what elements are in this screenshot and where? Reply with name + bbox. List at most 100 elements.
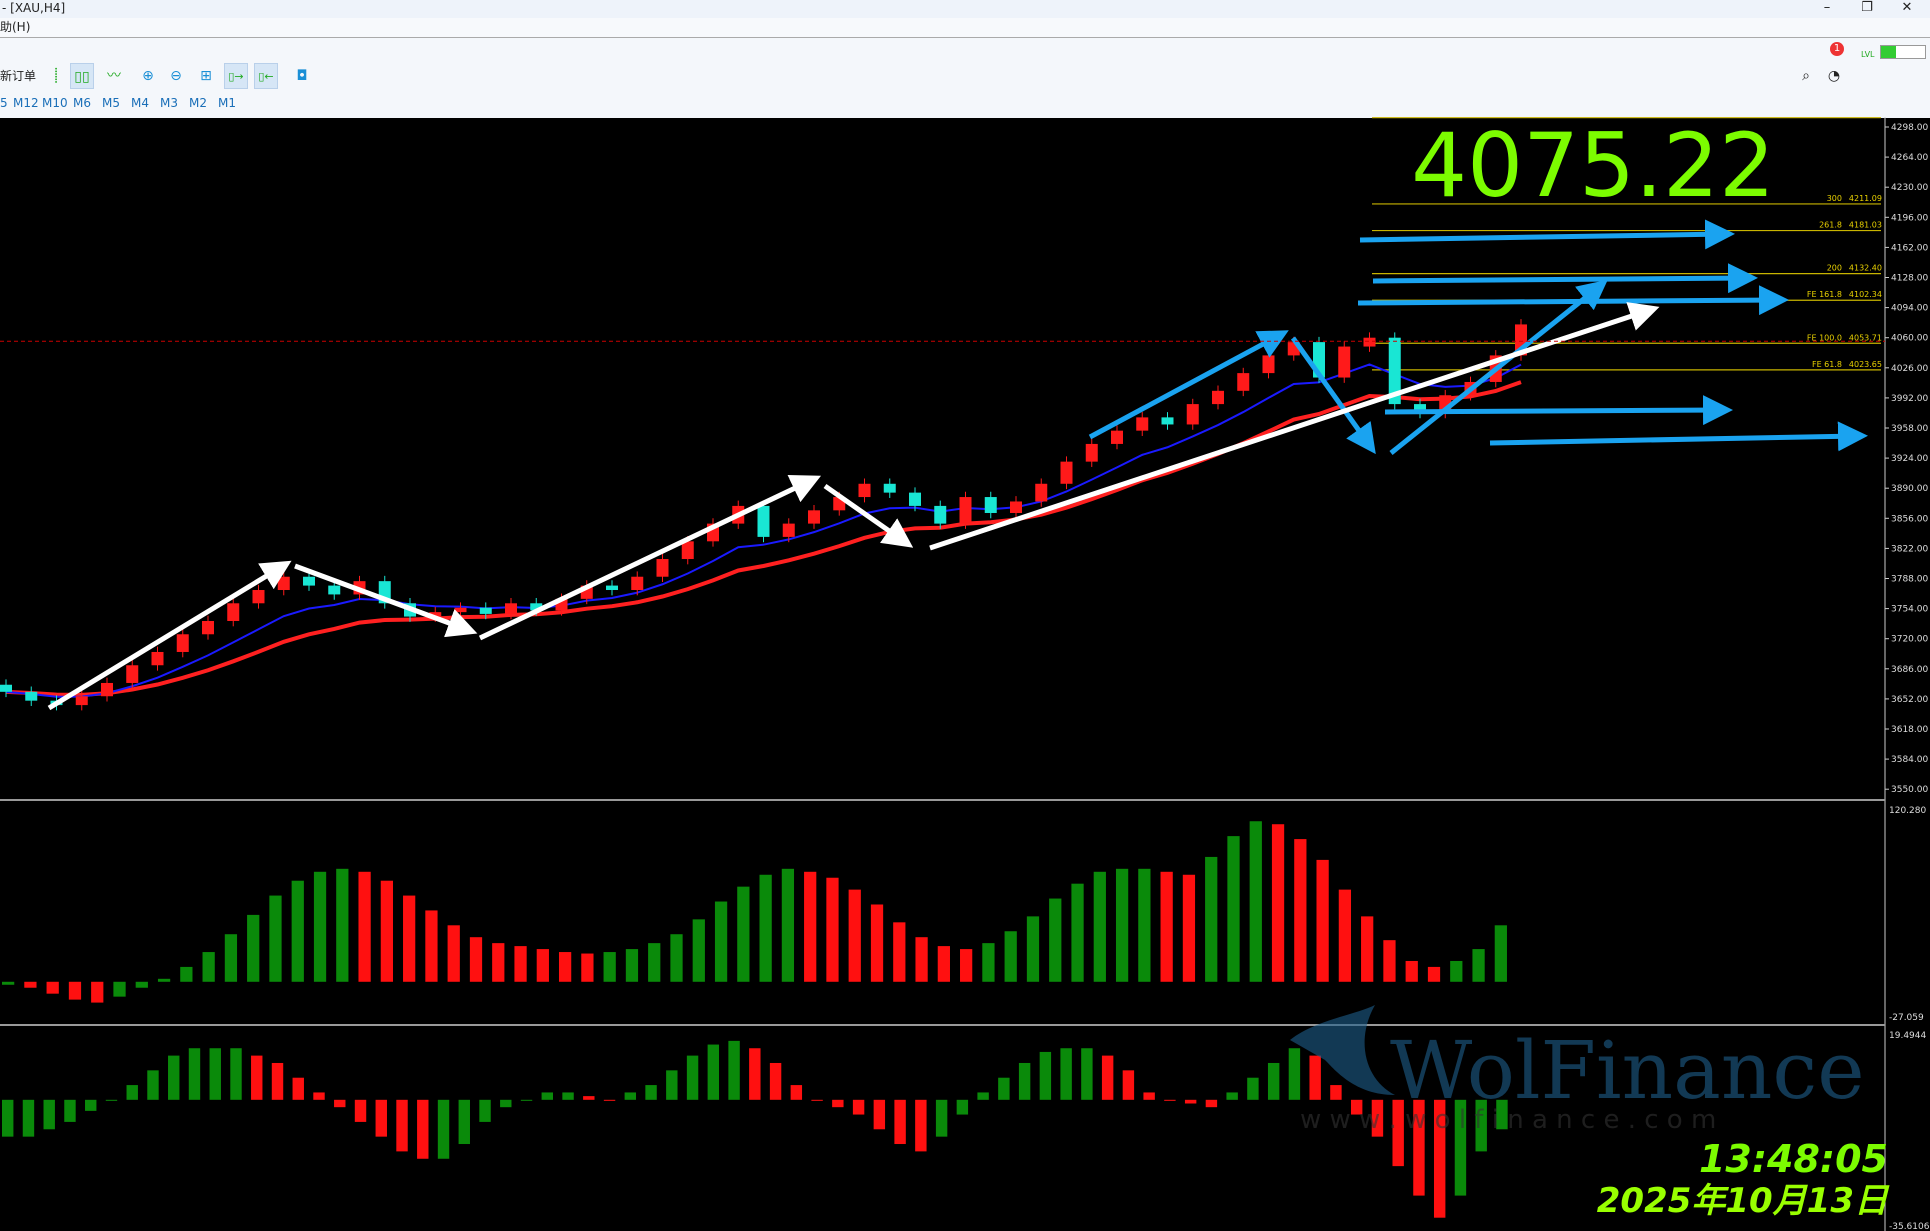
indicator2-bar — [1205, 1099, 1218, 1108]
timeframe-m1[interactable]: M1 — [218, 96, 236, 110]
indicator2-bar — [354, 1099, 367, 1122]
watermark-url: w w w . w o l f i n a n c e . c o m — [1300, 1105, 1716, 1135]
indicator1-bar — [113, 981, 126, 997]
candle — [505, 603, 517, 614]
indicator1-bar — [982, 943, 995, 982]
indicator1-bar — [1427, 966, 1441, 982]
menu-help[interactable]: 助(H) — [0, 20, 31, 34]
indicator1-bar — [1004, 931, 1017, 982]
clock-date: 2025年10月13日 — [1597, 1181, 1890, 1221]
candle — [1237, 373, 1250, 391]
price-axis-label: 3958.00 — [1891, 424, 1928, 434]
indicator2-bar — [396, 1099, 408, 1152]
fib-level-value: 4102.34 — [1849, 290, 1882, 299]
indicator2-bar — [1164, 1099, 1176, 1101]
indicator1-bar — [1026, 916, 1040, 982]
chart-shift-icon[interactable]: ▯← — [254, 63, 278, 89]
indicator1-bar — [202, 952, 215, 982]
indicator1-bar — [2, 981, 15, 985]
price-axis-label: 4298.00 — [1891, 123, 1928, 133]
indicator1-bar — [514, 946, 527, 982]
indicator2-bar — [790, 1085, 803, 1100]
chart-area[interactable]: 423.84308.513004211.09261.84181.03200413… — [0, 117, 1930, 1231]
indicator1-bar — [1093, 871, 1106, 982]
indicator2-bar — [126, 1085, 138, 1100]
price-axis-label: 4264.00 — [1891, 153, 1928, 163]
indicator2-bar — [1309, 1055, 1321, 1100]
indicator2-bar — [271, 1062, 284, 1100]
timeframe-m5[interactable]: M5 — [102, 96, 120, 110]
candlestick-icon[interactable]: ▯▯ — [70, 63, 94, 89]
indicator2-bar — [769, 1062, 782, 1100]
new-order-button[interactable]: 新订单 — [0, 69, 37, 83]
indicator1-bar — [1182, 874, 1196, 982]
blue-arrows — [1088, 219, 1868, 455]
indicator2-bar — [188, 1048, 201, 1100]
screenshot-icon[interactable]: ◘ — [296, 68, 308, 84]
indicator1-bar — [469, 937, 483, 982]
indicator-axis-min: -27.059 — [1889, 1013, 1924, 1023]
indicator1-bar — [603, 952, 616, 982]
indicator1-bar — [68, 981, 82, 1000]
line-chart-icon[interactable]: 〰 — [107, 68, 121, 84]
indicator2-bar — [1267, 1062, 1280, 1100]
price-axis-label: 3924.00 — [1891, 454, 1928, 464]
minimize-button[interactable]: – — [1823, 0, 1831, 15]
indicator1-bar — [1049, 898, 1062, 982]
indicator1-bar — [46, 981, 59, 994]
indicator1-bar — [915, 937, 928, 982]
zoom-in-icon[interactable]: ⊕ — [142, 68, 154, 84]
indicator1-bar — [692, 919, 705, 982]
indicator1-bar — [157, 978, 171, 982]
indicator1-bar — [826, 877, 839, 982]
indicator1-bar — [870, 904, 884, 982]
timeframe-m6[interactable]: M6 — [73, 96, 91, 110]
timeframe-m10[interactable]: M10 — [42, 96, 68, 110]
white-arrows — [47, 302, 1660, 711]
indicator1-bar — [91, 981, 104, 1003]
indicator2-bar — [2, 1099, 14, 1137]
indicator1-bar — [247, 914, 260, 982]
account-icon[interactable]: ◔ — [1827, 68, 1841, 84]
indicator2-bar — [686, 1055, 699, 1100]
candle — [202, 620, 214, 635]
candle — [1010, 501, 1022, 513]
candle — [656, 559, 669, 577]
close-button[interactable]: ✕ — [1901, 0, 1913, 15]
search-icon[interactable]: ⌕ — [1802, 68, 1810, 84]
price-axis-label: 3992.00 — [1891, 394, 1928, 404]
indicator1-bar — [403, 895, 416, 982]
grid-icon[interactable]: ⊞ — [200, 68, 212, 84]
indicator1-bar — [447, 925, 460, 982]
indicator2-bar — [1350, 1099, 1363, 1115]
candle — [1085, 443, 1098, 462]
indicator2-bar — [1454, 1099, 1467, 1196]
indicator2-bar — [749, 1048, 761, 1100]
indicator1-bar — [180, 966, 193, 982]
indicator2-bar — [168, 1055, 180, 1100]
timeframe-m3[interactable]: M3 — [160, 96, 178, 110]
indicator2-bar — [1101, 1055, 1114, 1100]
timeframe-5[interactable]: 5 — [0, 96, 8, 110]
indicator2-bar — [1247, 1077, 1259, 1100]
auto-scroll-icon[interactable]: ▯→ — [224, 63, 248, 89]
indicator1-bar — [358, 871, 371, 982]
restore-button[interactable]: ❐ — [1861, 0, 1873, 15]
indicator2-bar — [479, 1099, 491, 1122]
timeframe-m12[interactable]: M12 — [13, 96, 39, 110]
fib-level-value: 4023.65 — [1849, 360, 1882, 369]
timeframe-m2[interactable]: M2 — [189, 96, 207, 110]
indicator1-bar — [1472, 949, 1485, 982]
timeframe-m4[interactable]: M4 — [131, 96, 149, 110]
toolbar: 新订单 ⸽ ▯▯ 〰 ⊕ ⊖ ⊞ ▯→ ▯← ◘ 5 M12 M10 M6 M5… — [0, 38, 1930, 118]
zoom-out-icon[interactable]: ⊖ — [170, 68, 182, 84]
indicator1-bar — [135, 981, 148, 988]
indicator2-bar — [624, 1092, 637, 1100]
bar-chart-icon[interactable]: ⸽ — [54, 68, 58, 84]
indicator1-bar — [1383, 940, 1396, 982]
indicator2-bar — [251, 1055, 263, 1100]
indicator2-bar — [1184, 1099, 1197, 1104]
indicator2-bar — [852, 1099, 865, 1115]
level-bar — [1880, 45, 1926, 59]
candle — [934, 505, 947, 524]
